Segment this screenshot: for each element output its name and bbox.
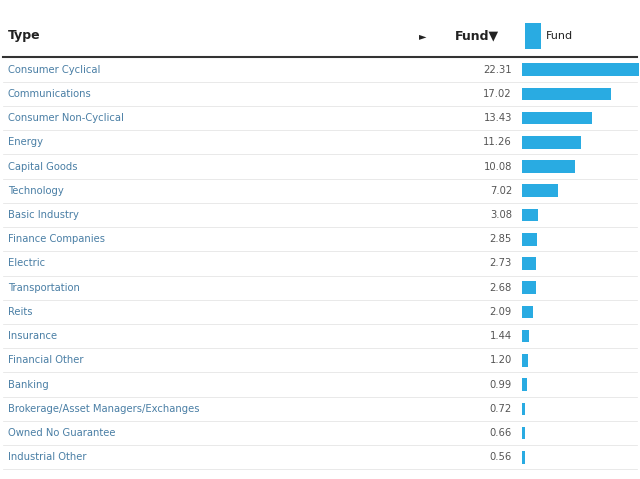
Text: 0.72: 0.72 (490, 404, 512, 414)
Text: Industrial Other: Industrial Other (8, 452, 86, 462)
Text: Insurance: Insurance (8, 331, 57, 341)
Text: 3.08: 3.08 (490, 210, 512, 220)
Bar (522, 257, 536, 270)
Text: Communications: Communications (8, 89, 92, 99)
Text: Banking: Banking (8, 380, 49, 389)
Text: Financial Other: Financial Other (8, 355, 83, 365)
Bar (522, 402, 525, 415)
Text: 2.09: 2.09 (490, 307, 512, 317)
Bar (522, 427, 525, 439)
Text: 0.66: 0.66 (490, 428, 512, 438)
Text: Owned No Guarantee: Owned No Guarantee (8, 428, 115, 438)
Text: 2.85: 2.85 (490, 234, 512, 244)
Text: 0.56: 0.56 (490, 452, 512, 462)
Bar (522, 451, 525, 464)
Bar (525, 23, 541, 49)
Text: Brokerage/Asset Managers/Exchanges: Brokerage/Asset Managers/Exchanges (8, 404, 199, 414)
Text: 7.02: 7.02 (490, 186, 512, 196)
Bar (522, 63, 639, 76)
Text: Reits: Reits (8, 307, 32, 317)
Bar (522, 88, 611, 100)
Text: Type: Type (8, 29, 40, 43)
Text: 17.02: 17.02 (483, 89, 512, 99)
Text: 10.08: 10.08 (484, 161, 512, 171)
Bar (522, 378, 527, 391)
Text: Finance Companies: Finance Companies (8, 234, 105, 244)
Bar (522, 160, 575, 173)
Text: 11.26: 11.26 (483, 137, 512, 147)
Text: 2.73: 2.73 (490, 259, 512, 268)
Bar (522, 209, 538, 221)
Text: Electric: Electric (8, 259, 45, 268)
Bar (522, 136, 580, 148)
Text: Technology: Technology (8, 186, 63, 196)
Text: 1.44: 1.44 (490, 331, 512, 341)
Bar (522, 354, 528, 367)
Bar (522, 233, 536, 246)
Text: 0.99: 0.99 (490, 380, 512, 389)
Bar (522, 184, 559, 197)
Text: Capital Goods: Capital Goods (8, 161, 77, 171)
Bar (522, 330, 529, 342)
Text: Fund: Fund (546, 31, 573, 41)
Text: 2.68: 2.68 (490, 283, 512, 293)
Text: ►: ► (419, 31, 426, 41)
Text: 13.43: 13.43 (484, 113, 512, 123)
Text: Basic Industry: Basic Industry (8, 210, 79, 220)
Text: Transportation: Transportation (8, 283, 79, 293)
Text: Fund▼: Fund▼ (455, 29, 499, 43)
Bar (522, 112, 592, 125)
Text: 22.31: 22.31 (483, 65, 512, 75)
Text: 1.20: 1.20 (490, 355, 512, 365)
Bar (522, 281, 536, 294)
Text: Consumer Non-Cyclical: Consumer Non-Cyclical (8, 113, 124, 123)
Bar (522, 306, 532, 318)
Text: Consumer Cyclical: Consumer Cyclical (8, 65, 100, 75)
Text: Energy: Energy (8, 137, 43, 147)
